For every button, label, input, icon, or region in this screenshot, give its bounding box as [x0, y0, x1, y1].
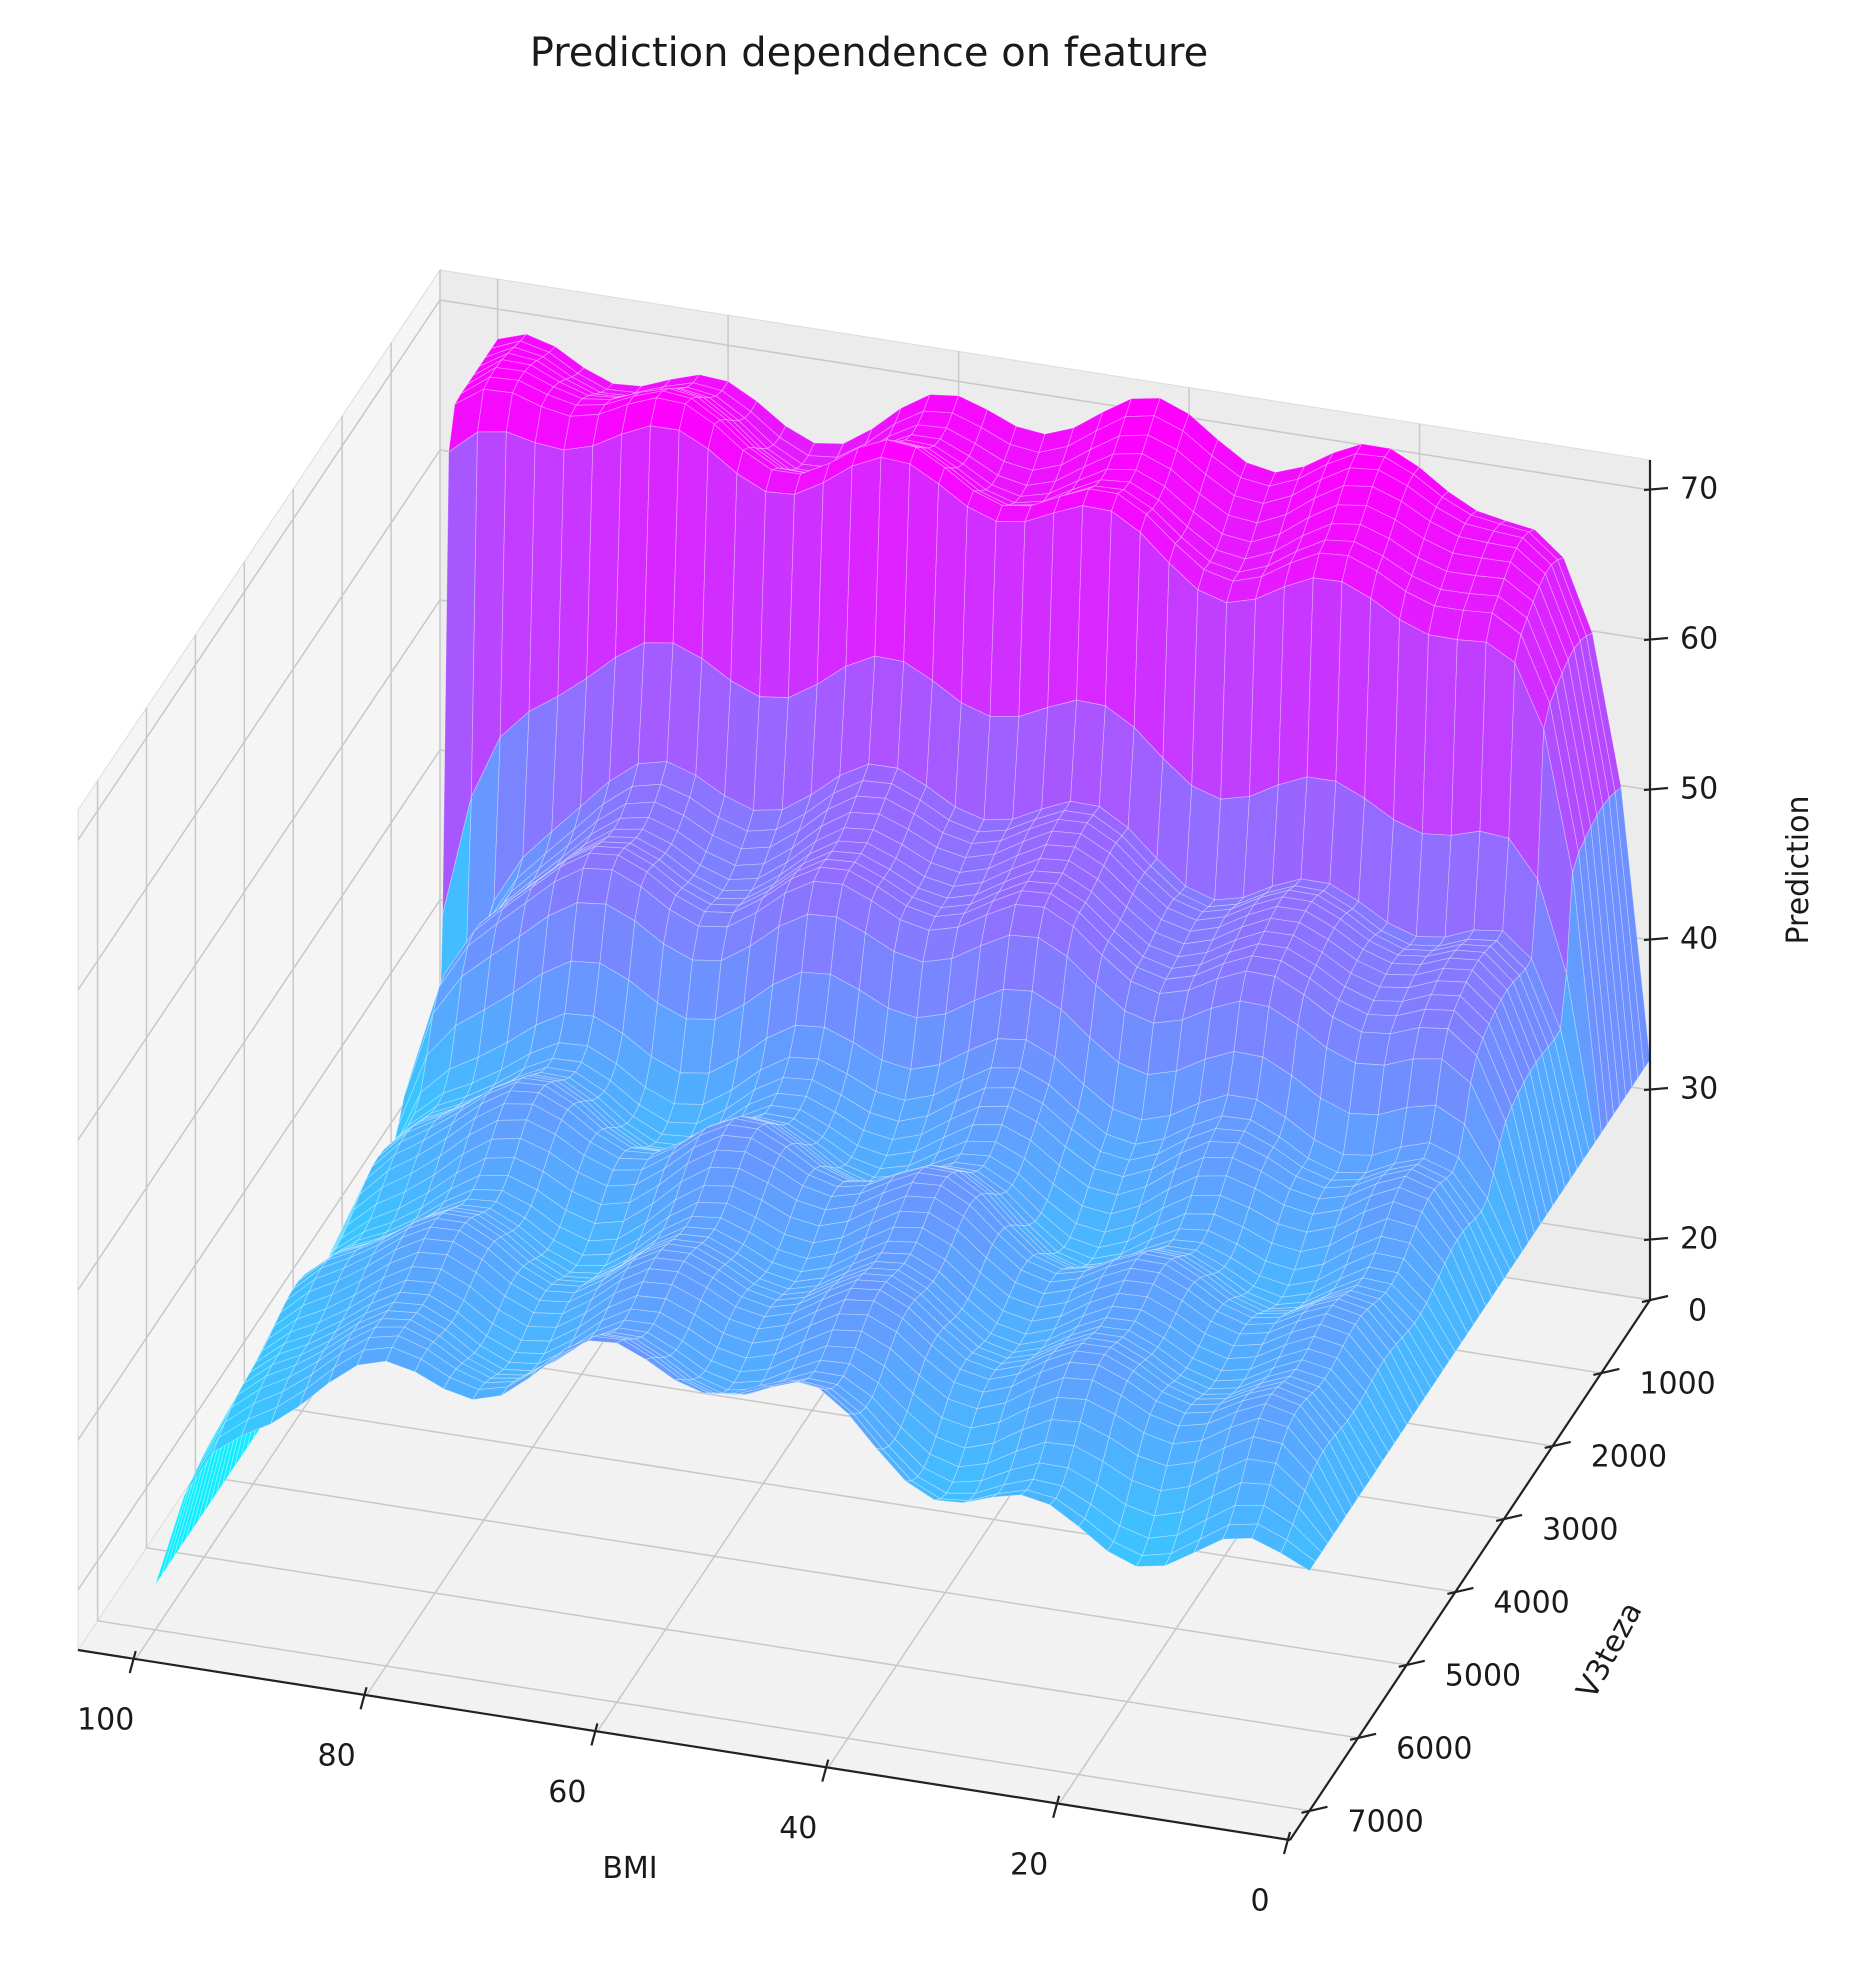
- surface-patch: [501, 1369, 537, 1396]
- y-axis-tick: [1544, 1440, 1571, 1450]
- y-axis-label: V3teza: [1570, 1596, 1650, 1704]
- surface-patch: [414, 1358, 451, 1390]
- surface-patch: [934, 1498, 970, 1504]
- x-axis-tick: [128, 1650, 137, 1674]
- y-tick-label: 6000: [1396, 1731, 1472, 1766]
- z-tick-label: 60: [1680, 622, 1718, 657]
- surface-patch: [1135, 1553, 1172, 1567]
- surface-patch: [385, 1346, 422, 1373]
- z-axis-tick: [1643, 486, 1669, 492]
- surface-patch: [846, 1412, 884, 1450]
- y-tick-label: 4000: [1493, 1585, 1569, 1620]
- y-axis-line: [1289, 1299, 1651, 1841]
- surface-patch: [298, 1366, 336, 1408]
- surface-patch: [1280, 1539, 1317, 1572]
- x-axis-label: BMI: [602, 1851, 657, 1886]
- surface-patch: [212, 1418, 249, 1454]
- x-tick-label: 60: [548, 1775, 586, 1810]
- back-gridline-z: [439, 299, 1651, 491]
- axes: 0204060801000100020003000400050006000700…: [77, 460, 1718, 1919]
- y-axis-tick: [1593, 1367, 1620, 1377]
- x-tick-label: 0: [1250, 1884, 1269, 1919]
- prediction-surface: [154, 333, 1651, 1586]
- surface-patch: [443, 1376, 480, 1401]
- z-tick-label: 70: [1680, 472, 1718, 507]
- chart-title: Prediction dependence on feature: [530, 30, 1208, 76]
- y-axis-tick: [1301, 1805, 1328, 1814]
- x-tick-label: 40: [779, 1811, 817, 1846]
- x-axis-tick: [1282, 1831, 1292, 1855]
- y-tick-label: 3000: [1542, 1512, 1618, 1547]
- surface-patch: [732, 1384, 768, 1395]
- y-axis-tick: [1447, 1586, 1474, 1595]
- surface-patch: [1251, 1523, 1288, 1554]
- x-axis-tick: [821, 1759, 830, 1782]
- y-axis-tick: [1495, 1513, 1523, 1522]
- z-axis-tick: [1643, 786, 1669, 792]
- y-axis-tick: [1398, 1659, 1426, 1668]
- x-tick-label: 80: [318, 1739, 356, 1774]
- z-axis-tick: [1643, 936, 1669, 942]
- z-axis-tick: [1643, 636, 1669, 642]
- y-tick-label: 5000: [1445, 1658, 1521, 1693]
- surface-patch: [471, 1386, 509, 1401]
- surface-patch: [644, 1357, 682, 1381]
- y-tick-label: 1000: [1639, 1367, 1715, 1402]
- floor-gridline-y: [244, 1401, 1456, 1593]
- y-axis-tick: [1349, 1732, 1377, 1741]
- surface-patch: [558, 1336, 595, 1356]
- surface-patch: [356, 1346, 393, 1366]
- surface-patch: [904, 1480, 942, 1501]
- side-gridline-z: [77, 599, 441, 1141]
- side-gridline-z: [77, 299, 441, 841]
- x-axis-tick: [1052, 1795, 1061, 1819]
- z-tick-label: 30: [1680, 1072, 1718, 1107]
- surface-patch: [154, 1482, 191, 1586]
- x-axis-tick: [359, 1686, 368, 1710]
- side-gridline-z: [77, 899, 441, 1441]
- side-gridline-z: [77, 749, 441, 1291]
- z-tick-label: 50: [1680, 772, 1718, 807]
- floor-gridline-y: [146, 1547, 1359, 1739]
- z-axis-tick: [1643, 1086, 1669, 1092]
- side-gridline-z: [77, 449, 441, 991]
- y-tick-label: 2000: [1591, 1439, 1667, 1474]
- z-tick-label: 20: [1680, 1222, 1718, 1257]
- side-gridline-z: [77, 1049, 441, 1591]
- x-tick-label: 20: [1010, 1847, 1048, 1882]
- floor-gridline-y: [195, 1474, 1407, 1666]
- z-axis-tick: [1643, 1236, 1669, 1242]
- x-axis-tick: [590, 1723, 599, 1746]
- x-tick-label: 100: [77, 1703, 134, 1738]
- y-axis-tick: [1641, 1294, 1669, 1304]
- surface-patch: [530, 1348, 566, 1378]
- surface-patch: [327, 1349, 365, 1385]
- surface-patch: [1222, 1523, 1259, 1540]
- y-tick-label: 7000: [1348, 1804, 1424, 1839]
- x-axis-line: [77, 1648, 1291, 1842]
- z-axis-label: Prediction: [1781, 795, 1816, 944]
- z-tick-label: 40: [1680, 922, 1718, 957]
- y-tick-label: 0: [1688, 1294, 1707, 1329]
- floor-gridline-y: [97, 1620, 1310, 1812]
